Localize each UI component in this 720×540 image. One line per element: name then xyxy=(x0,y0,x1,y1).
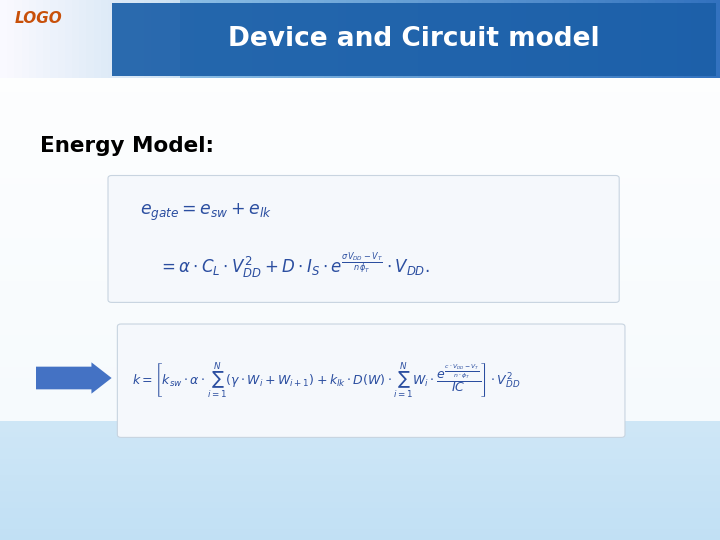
FancyBboxPatch shape xyxy=(117,324,625,437)
Text: $= \alpha \cdot C_L \cdot V_{DD}^2 + D \cdot I_S \cdot e^{\frac{\sigma V_{DD}-V_: $= \alpha \cdot C_L \cdot V_{DD}^2 + D \… xyxy=(158,251,431,281)
Text: Energy Model:: Energy Model: xyxy=(40,136,214,156)
Bar xyxy=(112,3,716,76)
Text: $k = \left[ k_{sw} \cdot \alpha \cdot \sum_{i=1}^{N}(\gamma \cdot W_i + W_{i+1}): $k = \left[ k_{sw} \cdot \alpha \cdot \s… xyxy=(132,361,520,401)
Text: LOGO: LOGO xyxy=(14,11,62,26)
Text: Device and Circuit model: Device and Circuit model xyxy=(228,26,600,52)
FancyBboxPatch shape xyxy=(108,176,619,302)
Text: $e_{gate} = e_{sw} + e_{lk}$: $e_{gate} = e_{sw} + e_{lk}$ xyxy=(140,201,273,223)
Bar xyxy=(0,22,720,421)
FancyArrow shape xyxy=(36,362,112,394)
